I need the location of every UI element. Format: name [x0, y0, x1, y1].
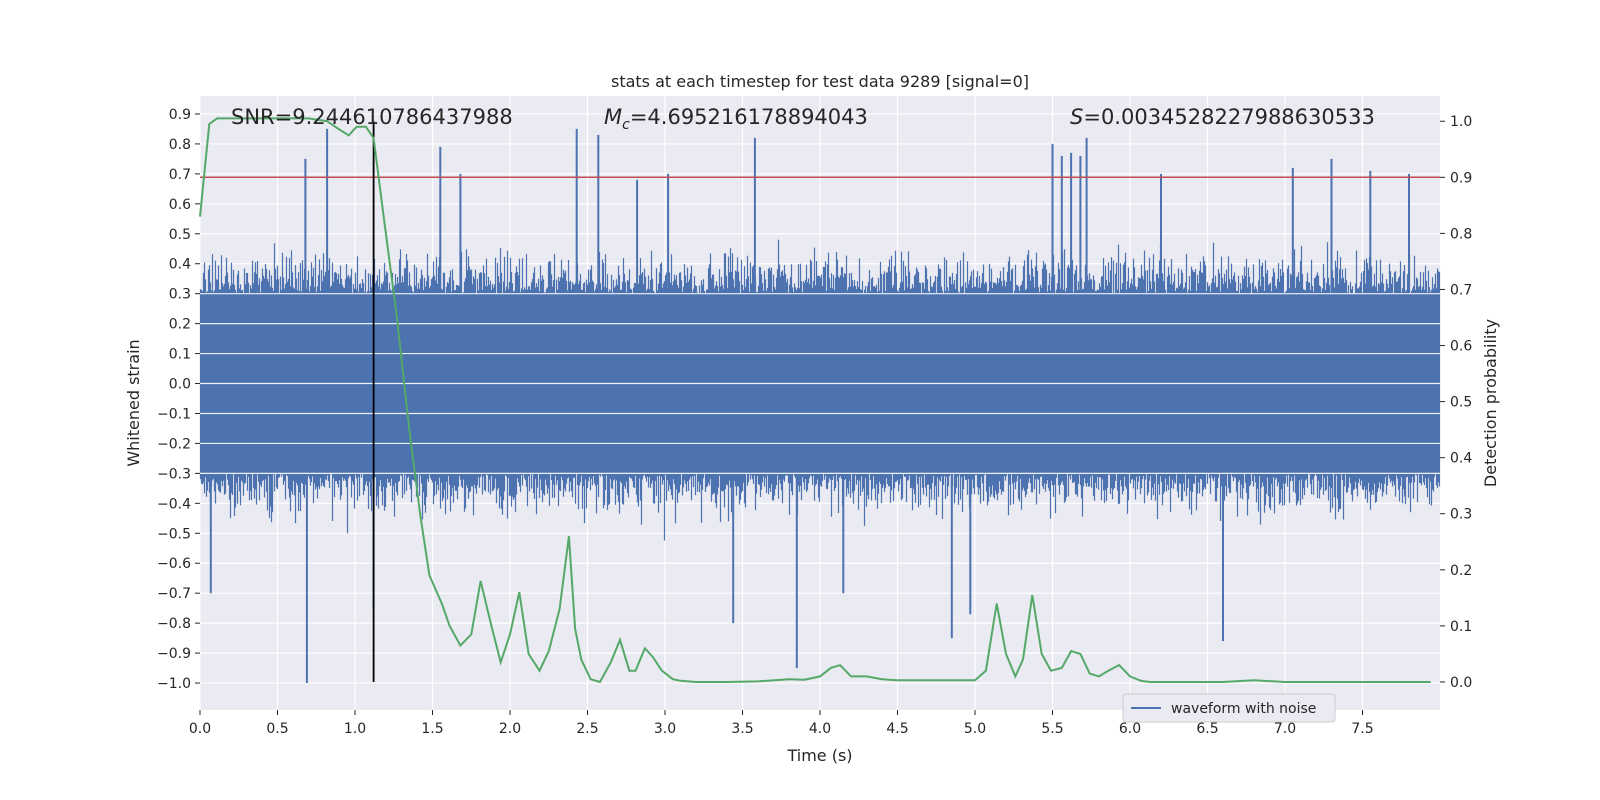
y-right-tick-label: 0.9: [1450, 170, 1472, 186]
s-symbol: S: [1070, 105, 1083, 129]
y-left-tick-label: 0.5: [169, 227, 191, 243]
y-left-tick-label: −1.0: [157, 676, 191, 692]
x-tick-label: 7.5: [1351, 721, 1373, 737]
y-right-tick-label: 0.1: [1450, 619, 1472, 635]
x-tick-label: 0.5: [266, 721, 288, 737]
y-left-tick-label: 0.0: [169, 377, 191, 393]
axes: 0.0 0.5 1.0 1.5 2.0 2.5 3.0 3.5 4.0 4.5 5.0 5.5 6.0 6…: [157, 107, 1472, 737]
x-tick-label: 1.5: [421, 721, 443, 737]
x-tick-label: 4.5: [886, 721, 908, 737]
x-tick-label: 1.0: [344, 721, 366, 737]
s-value: =0.0034528227988630533: [1083, 105, 1375, 129]
y-left-tick-label: 0.1: [169, 347, 191, 363]
y-left-tick-label: −0.4: [157, 496, 191, 512]
y-axis-left-label: Whitened strain: [124, 339, 143, 466]
y-right-tick-label: 0.3: [1450, 507, 1472, 523]
x-tick-label: 2.0: [499, 721, 521, 737]
waveform-spikes: [209, 128, 1410, 683]
overlays: [199, 117, 1440, 684]
legend-entry: waveform with noise: [1171, 701, 1316, 717]
x-axis-label: Time (s): [786, 746, 852, 765]
y-left-tick-label: 0.4: [169, 257, 191, 273]
y-right-tick-label: 0.4: [1450, 451, 1472, 467]
waveform-series: [199, 128, 1441, 683]
y-left-tick-label: 0.6: [169, 197, 191, 213]
x-tick-label: 7.0: [1274, 721, 1296, 737]
y-axis-right-label: Detection probability: [1481, 319, 1500, 487]
y-left-tick-label: −0.8: [157, 616, 191, 632]
mc-symbol: M: [604, 105, 622, 129]
y-left-tick-label: 0.9: [169, 107, 191, 123]
y-left-tick-label: 0.7: [169, 167, 191, 183]
legend-box: [1122, 693, 1336, 723]
y-left-tick-label: −0.2: [157, 436, 191, 452]
x-tick-label: 0.0: [189, 721, 211, 737]
y-left-tick-label: −0.9: [157, 646, 191, 662]
x-tick-label: 2.5: [576, 721, 598, 737]
x-tick-label: 3.5: [731, 721, 753, 737]
y-right-tick-label: 1.0: [1450, 114, 1472, 130]
y-right-tick-label: 0.8: [1450, 226, 1472, 242]
x-tick-label: 5.0: [964, 721, 986, 737]
y-left-tick-label: −0.7: [157, 586, 191, 602]
chart-title: stats at each timestep for test data 928…: [611, 72, 1029, 91]
s-annotation: S=0.0034528227988630533: [1070, 105, 1375, 129]
y-right-tick-label: 0.7: [1450, 282, 1472, 298]
probability-line: [199, 117, 1431, 684]
y-left-tick-label: −0.5: [157, 526, 191, 542]
snr-annotation: SNR=9.244610786437988: [231, 105, 513, 129]
y-right-tick-label: 0.0: [1450, 675, 1472, 691]
y-right-tick-label: 0.6: [1450, 339, 1472, 355]
y-left-tick-label: 0.3: [169, 287, 191, 303]
mc-value: =4.695216178894043: [630, 105, 868, 129]
y-right-tick-label: 0.5: [1450, 395, 1472, 411]
y-left-tick-label: −0.1: [157, 406, 191, 422]
x-tick-label: 3.0: [654, 721, 676, 737]
mc-subscript: c: [622, 117, 630, 133]
y-left-tick-label: 0.8: [169, 137, 191, 153]
mc-annotation: Mc=4.695216178894043: [604, 105, 868, 133]
y-right-tick-label: 0.2: [1450, 563, 1472, 579]
y-left-tick-label: 0.2: [169, 317, 191, 333]
y-left-tick-label: −0.3: [157, 466, 191, 482]
y-left-tick-label: −0.6: [157, 556, 191, 572]
legend: waveform with noise: [1122, 693, 1336, 723]
x-tick-label: 5.5: [1041, 721, 1063, 737]
x-tick-label: 6.0: [1119, 721, 1141, 737]
x-tick-label: 4.0: [809, 721, 831, 737]
x-tick-label: 6.5: [1196, 721, 1218, 737]
